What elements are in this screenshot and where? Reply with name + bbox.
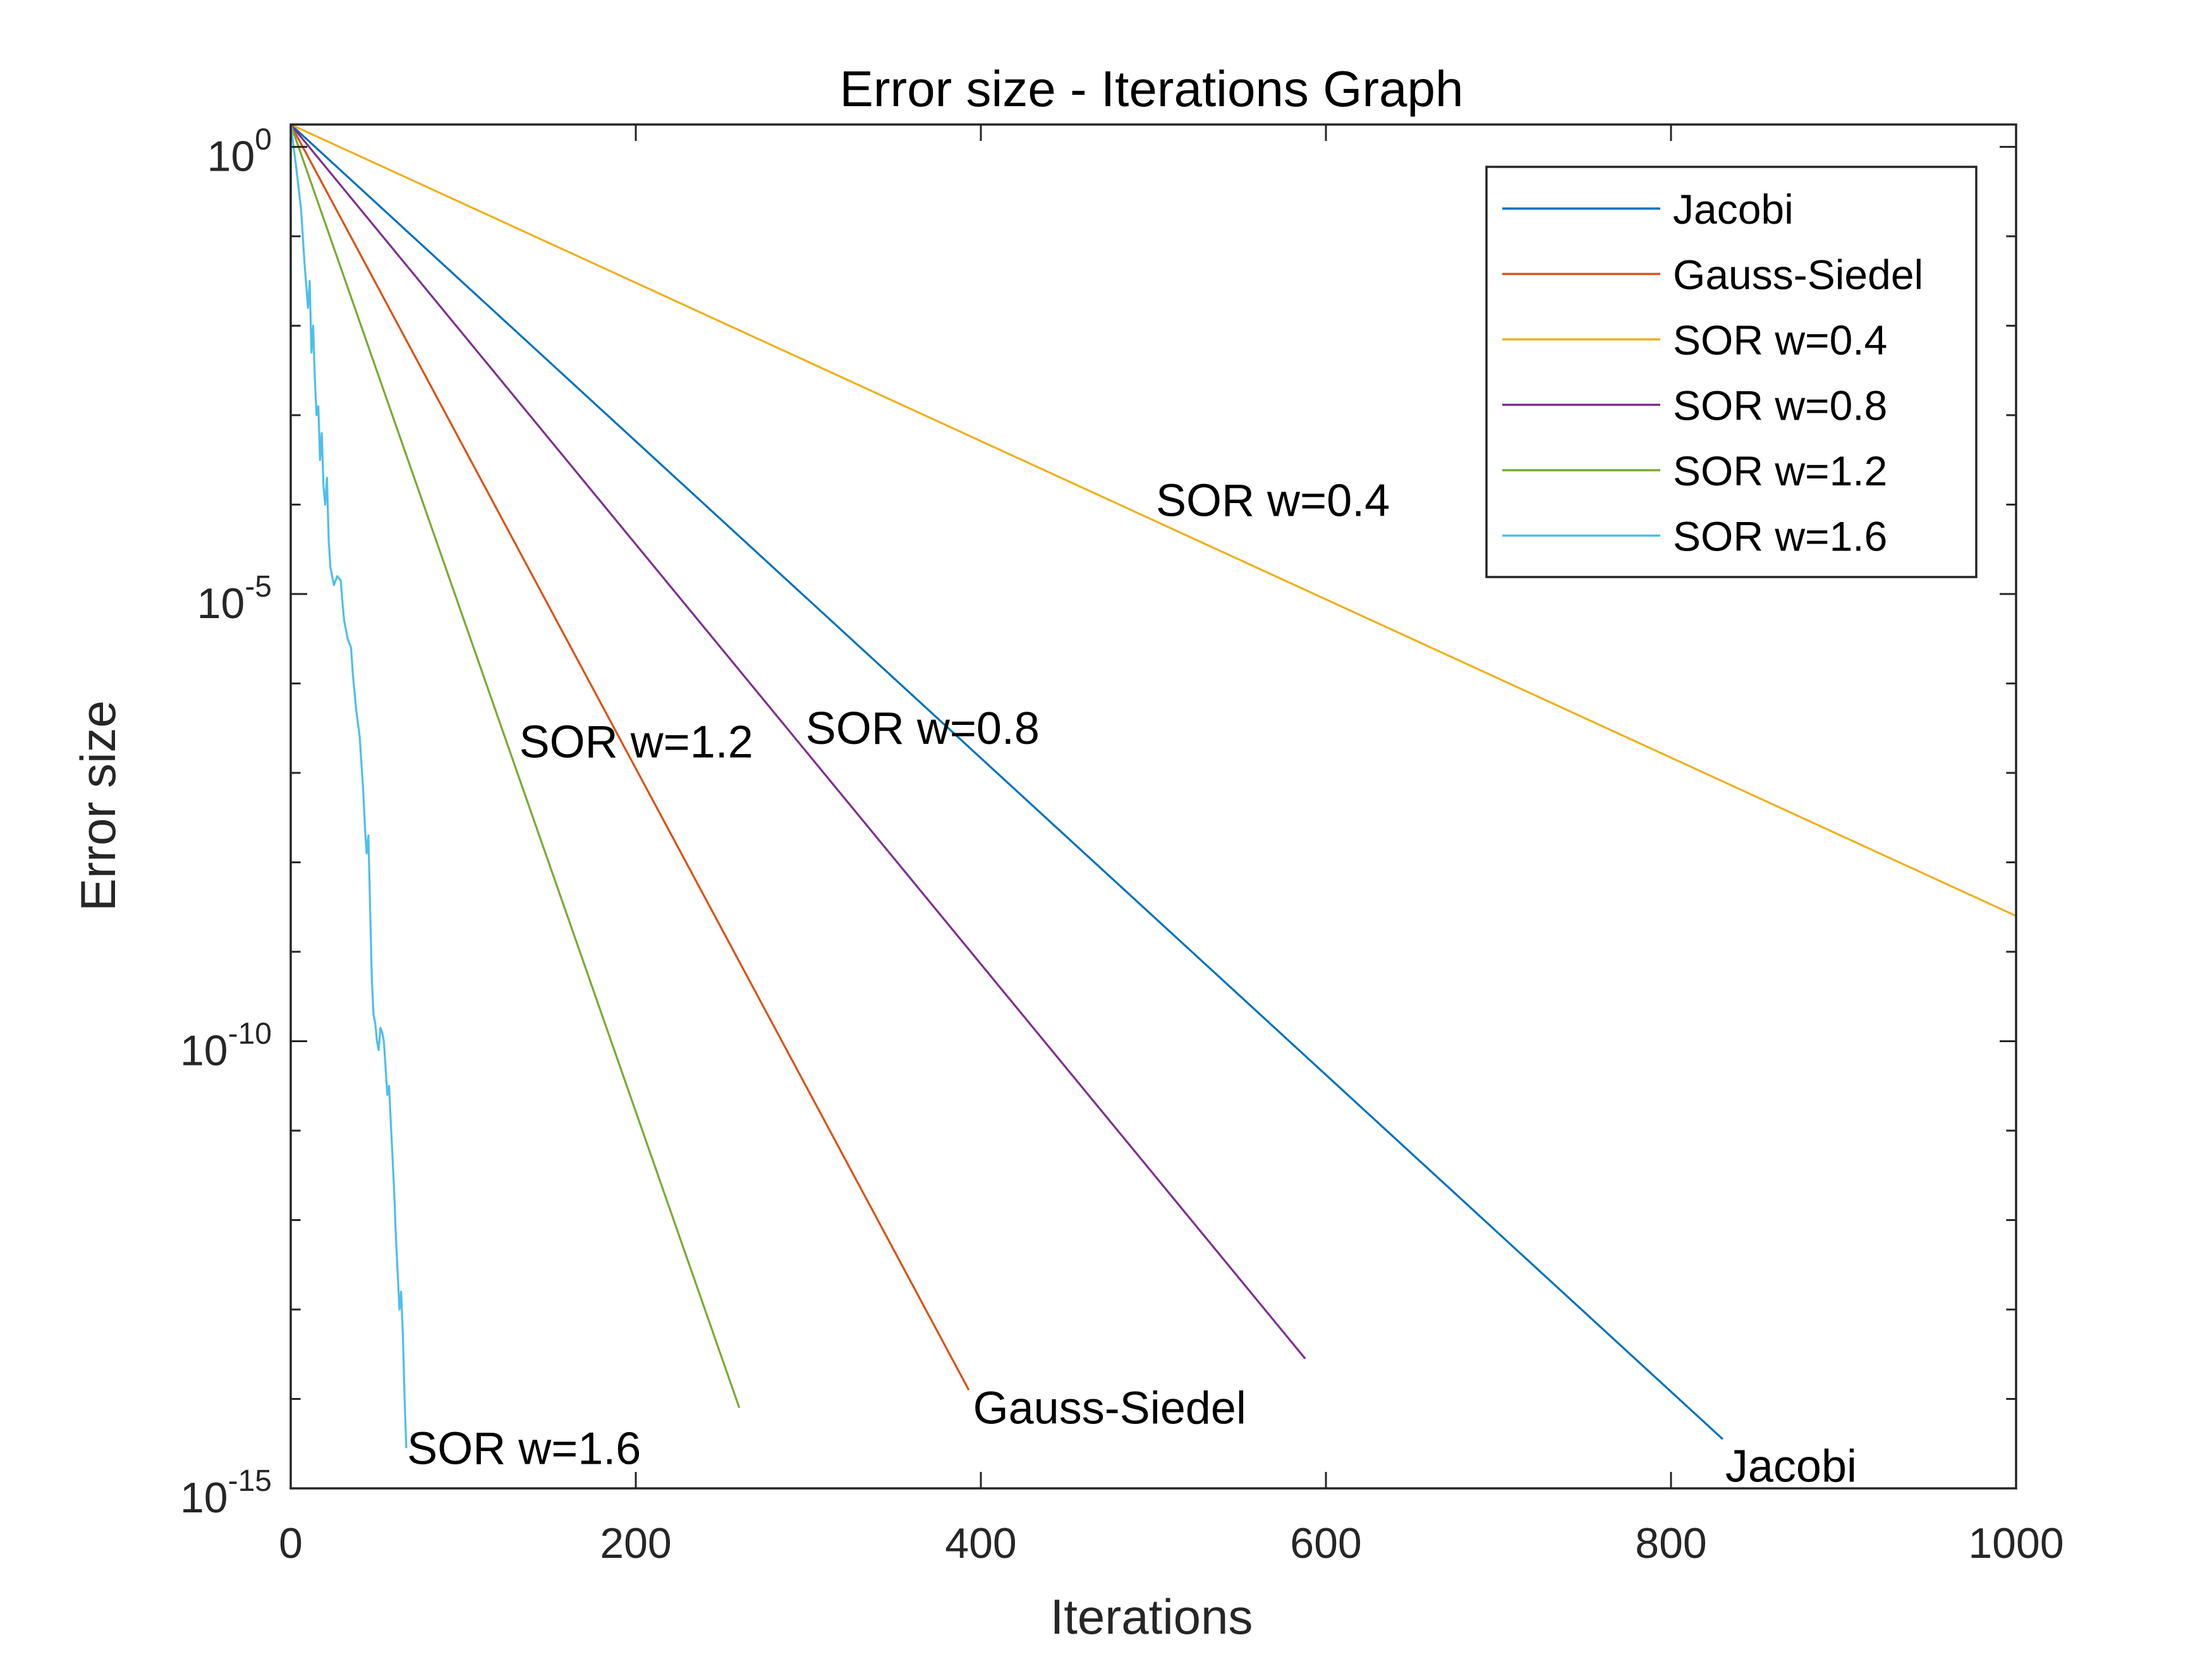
series-line-sor-w-1-2 [289, 124, 741, 1409]
annotation-gauss-siedel: Gauss-Siedel [973, 1383, 1246, 1434]
annotation-sor-w-1-2: SOR w=1.2 [520, 717, 753, 767]
annotation-sor-w-0-4: SOR w=0.4 [1156, 475, 1390, 526]
series-line-sor-w-1-6 [289, 124, 408, 1449]
axes-box [289, 123, 2017, 1490]
axes-layer: 0 200 400 600 800 1000 100 10-5 10-10 10-15 [180, 123, 2064, 1567]
x-tick-label: 0 [279, 1519, 303, 1567]
y-tick-label: 100 [207, 123, 272, 180]
x-tick-label: 600 [1290, 1519, 1361, 1567]
annotation-sor-w-1-6: SOR w=1.6 [407, 1423, 641, 1474]
legend-label-gauss-siedel: Gauss-Siedel [1673, 252, 1923, 298]
y-tick-label: 10-5 [197, 570, 272, 628]
legend-label-sor-w-1-6: SOR w=1.6 [1673, 513, 1887, 560]
x-tick-label: 800 [1635, 1519, 1706, 1567]
legend-label-sor-w-0-8: SOR w=0.8 [1673, 382, 1887, 429]
legend-label-sor-w-1-2: SOR w=1.2 [1673, 447, 1887, 494]
legend-label-sor-w-0-4: SOR w=0.4 [1673, 317, 1887, 363]
legend-label-jacobi: Jacobi [1673, 186, 1794, 233]
y-tick-label: 10-10 [180, 1017, 272, 1074]
x-tick-label: 400 [945, 1519, 1016, 1567]
y-tick-label: 10-15 [180, 1464, 272, 1522]
x-tick-label: 1000 [1968, 1519, 2063, 1567]
annotation-layer: Jacobi Gauss-Siedel SOR w=0.4 SOR w=0.8 SOR … [407, 475, 1857, 1492]
series-layer [289, 123, 2017, 1449]
x-tick-label: 200 [600, 1519, 671, 1567]
chart-title: Error size - Iterations Graph [840, 61, 1464, 117]
x-axis-label: Iterations [1050, 1589, 1253, 1644]
legend: Jacobi Gauss-Siedel SOR w=0.4 SOR w=0.8 SOR … [1485, 166, 1978, 578]
series-line-sor-w-0-4 [290, 123, 2017, 917]
series-line-gauss-siedel [289, 124, 970, 1391]
series-line-jacobi [289, 123, 1723, 1440]
series-line-sor-w-0-8 [289, 123, 1306, 1359]
y-axis-label: Error size [70, 700, 126, 911]
annotation-jacobi: Jacobi [1725, 1442, 1857, 1492]
annotation-sor-w-0-8: SOR w=0.8 [806, 703, 1040, 754]
legend-box [1485, 166, 1978, 578]
